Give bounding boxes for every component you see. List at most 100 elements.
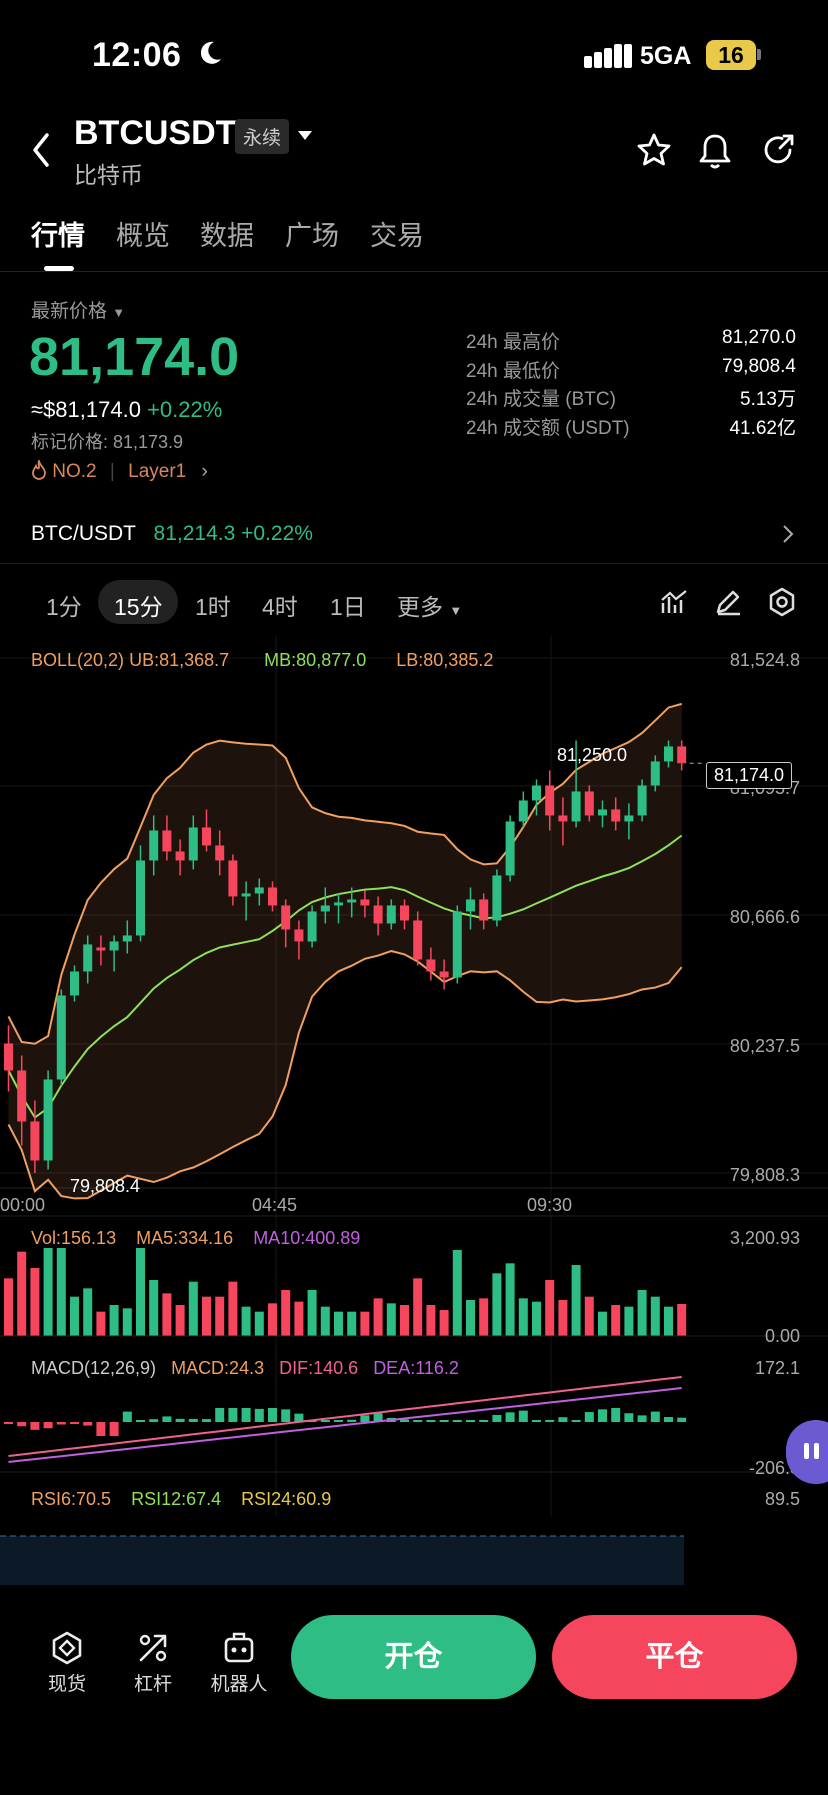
tab-bar: 行情 概览 数据 广场 交易	[0, 208, 828, 272]
candle-body	[479, 899, 489, 921]
sector-value: Layer1	[128, 461, 187, 482]
mark-price: 标记价格: 81,173.9	[31, 432, 184, 452]
macd-bar	[268, 1408, 277, 1422]
candle-body	[83, 944, 93, 972]
volume-bar	[545, 1280, 555, 1336]
macd-bar	[584, 1412, 594, 1422]
volume-bar	[241, 1306, 251, 1336]
spot-icon	[52, 1631, 82, 1665]
candle-body	[241, 893, 251, 897]
interval-1h[interactable]: 1时	[195, 594, 231, 620]
macd-bar	[136, 1420, 145, 1422]
candle-body	[439, 971, 449, 978]
macd-bar	[413, 1420, 423, 1422]
interval-4h[interactable]: 4时	[262, 594, 298, 620]
pencil-icon[interactable]	[714, 588, 742, 616]
macd-bar	[677, 1417, 687, 1422]
candle-body	[360, 899, 370, 906]
volume-bar	[228, 1281, 238, 1336]
volume-bar	[439, 1310, 449, 1336]
robot-button[interactable]: 机器人	[199, 1627, 279, 1696]
boll-lower-line	[7, 950, 683, 1200]
macd-bar	[109, 1422, 119, 1436]
candle-body	[56, 995, 66, 1080]
macd-bar	[439, 1420, 449, 1422]
price-axis-0: 81,524.8	[729, 650, 800, 670]
volume-bar	[466, 1300, 475, 1336]
candle-body	[492, 875, 502, 921]
candle-body	[598, 809, 607, 816]
spot-button[interactable]: 现货	[27, 1627, 107, 1696]
volume-bar	[334, 1311, 343, 1336]
bell-icon[interactable]	[698, 132, 732, 170]
interval-15m[interactable]: 15分	[114, 594, 163, 620]
interval-1m[interactable]: 1分	[46, 594, 82, 620]
star-icon[interactable]	[636, 132, 672, 168]
candle-body	[518, 800, 528, 822]
candle-body	[136, 860, 145, 936]
settings-icon[interactable]	[767, 587, 797, 617]
macd-bar	[571, 1420, 581, 1422]
open-position-button[interactable]: 开仓	[291, 1615, 536, 1699]
candle-body	[545, 785, 555, 816]
volume-bar	[268, 1303, 277, 1336]
share-icon[interactable]	[760, 132, 796, 168]
candle-body	[175, 851, 185, 861]
indicator-icon[interactable]	[660, 588, 688, 616]
candle-body	[4, 1043, 13, 1071]
last-price-tag[interactable]: 81,174.0	[706, 762, 793, 789]
macd-bar	[241, 1408, 251, 1422]
rsi-legend: RSI6:70.5 RSI12:67.4 RSI24:60.9	[31, 1489, 332, 1509]
price-axis-2: 80,666.6	[729, 907, 800, 927]
volume-bar	[558, 1300, 568, 1336]
vol-axis-bottom: 0.00	[764, 1326, 800, 1346]
battery-level: 16	[706, 40, 756, 70]
volume-bar	[96, 1311, 106, 1336]
tab-market[interactable]: 行情	[31, 221, 85, 251]
interval-selected-bg	[98, 580, 178, 624]
candle-body	[109, 941, 119, 951]
leverage-button[interactable]: 杠杆	[113, 1627, 193, 1696]
tab-data[interactable]: 数据	[200, 221, 254, 251]
chevron-right-icon[interactable]	[782, 524, 794, 544]
floating-widget-button[interactable]	[786, 1420, 828, 1484]
macd-bar	[149, 1419, 159, 1422]
interval-1d[interactable]: 1日	[330, 594, 366, 620]
candle-body	[43, 1079, 53, 1161]
volume-bar	[149, 1280, 159, 1336]
interval-more[interactable]: 更多 ▼	[397, 594, 463, 620]
stat-turnover: 24h 成交额 (USDT) 41.62亿	[466, 418, 796, 439]
battery-nub	[757, 49, 761, 60]
rank-row[interactable]: NO.2 | Layer1 ›	[31, 458, 208, 483]
symbol-title[interactable]: BTCUSDT	[74, 114, 237, 152]
candle-body	[254, 887, 264, 894]
signal-icon	[584, 44, 632, 68]
close-position-button[interactable]: 平仓	[552, 1615, 797, 1699]
candle-body	[584, 791, 594, 816]
volume-bar	[611, 1305, 621, 1336]
volume-bar	[505, 1263, 515, 1336]
candle-body	[677, 746, 687, 764]
caret-down-icon[interactable]	[297, 130, 313, 142]
status-bar: 12:06 5GA 16	[0, 0, 828, 110]
price-axis-3: 80,237.5	[729, 1036, 800, 1056]
candle-body	[268, 887, 277, 906]
macd-bar	[202, 1419, 211, 1422]
kline-chart[interactable]	[0, 636, 828, 1586]
volume-bar	[162, 1293, 172, 1336]
candle-body	[426, 959, 436, 972]
macd-bar	[611, 1408, 621, 1422]
candle-body	[281, 905, 291, 930]
tab-square[interactable]: 广场	[285, 221, 339, 251]
candle-body	[307, 911, 317, 942]
volume-bar	[202, 1296, 211, 1336]
tab-overview[interactable]: 概览	[116, 221, 170, 251]
tab-trade[interactable]: 交易	[370, 221, 424, 251]
symbol-subname: 比特币	[74, 162, 143, 188]
rsi-axis-top: 89.5	[764, 1489, 800, 1509]
back-icon[interactable]	[30, 132, 52, 168]
spot-pair-row[interactable]: BTC/USDT 81,214.3 +0.22%	[31, 522, 313, 545]
latest-price-label[interactable]: 最新价格 ▼	[31, 301, 126, 322]
macd-bar	[518, 1410, 528, 1422]
volume-bar	[83, 1288, 93, 1336]
